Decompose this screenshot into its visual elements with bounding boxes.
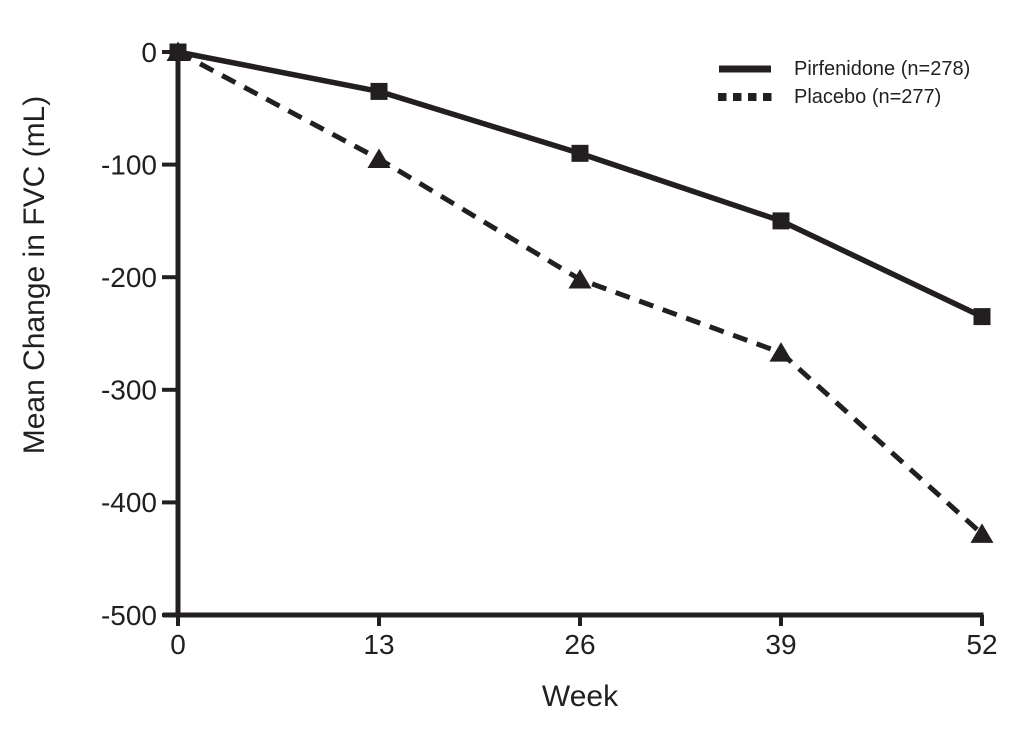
x-tick-label: 39 xyxy=(765,629,796,660)
data-point-placebo-week-39 xyxy=(769,342,793,362)
data-point-pirfenidone-week-39 xyxy=(772,212,790,230)
y-axis-title: Mean Change in FVC (mL) xyxy=(18,95,51,455)
data-point-pirfenidone-week-26 xyxy=(571,144,589,162)
legend-item-placebo: Placebo (n=277) xyxy=(716,86,970,108)
legend-label-pirfenidone: Pirfenidone (n=278) xyxy=(794,57,971,80)
x-axis-title: Week xyxy=(541,680,619,713)
data-point-placebo-week-52 xyxy=(970,523,994,543)
solid-line-sample-icon xyxy=(719,65,771,73)
legend: Pirfenidone (n=278) Placebo (n=277) xyxy=(716,58,970,108)
y-tick-label: 0 xyxy=(141,37,157,68)
data-point-pirfenidone-week-13 xyxy=(370,82,388,100)
dotted-line-sample-icon xyxy=(718,93,772,101)
data-point-pirfenidone-week-52 xyxy=(973,308,991,326)
x-tick-label: 26 xyxy=(564,629,595,660)
x-tick-label: 52 xyxy=(966,629,997,660)
y-tick-label: -500 xyxy=(101,600,157,631)
data-point-placebo-week-13 xyxy=(367,148,391,168)
y-tick-label: -300 xyxy=(101,375,157,406)
legend-item-pirfenidone: Pirfenidone (n=278) xyxy=(716,58,970,80)
x-tick-label: 0 xyxy=(170,629,186,660)
legend-label-placebo: Placebo (n=277) xyxy=(794,85,942,108)
data-point-pirfenidone-week-0 xyxy=(169,43,187,61)
data-point-placebo-week-26 xyxy=(568,268,592,289)
x-tick-label: 13 xyxy=(363,629,394,660)
y-tick-label: -100 xyxy=(101,149,157,180)
y-tick-label: -200 xyxy=(101,262,157,293)
y-tick-label: -400 xyxy=(101,487,157,518)
series-line-placebo xyxy=(176,49,984,536)
